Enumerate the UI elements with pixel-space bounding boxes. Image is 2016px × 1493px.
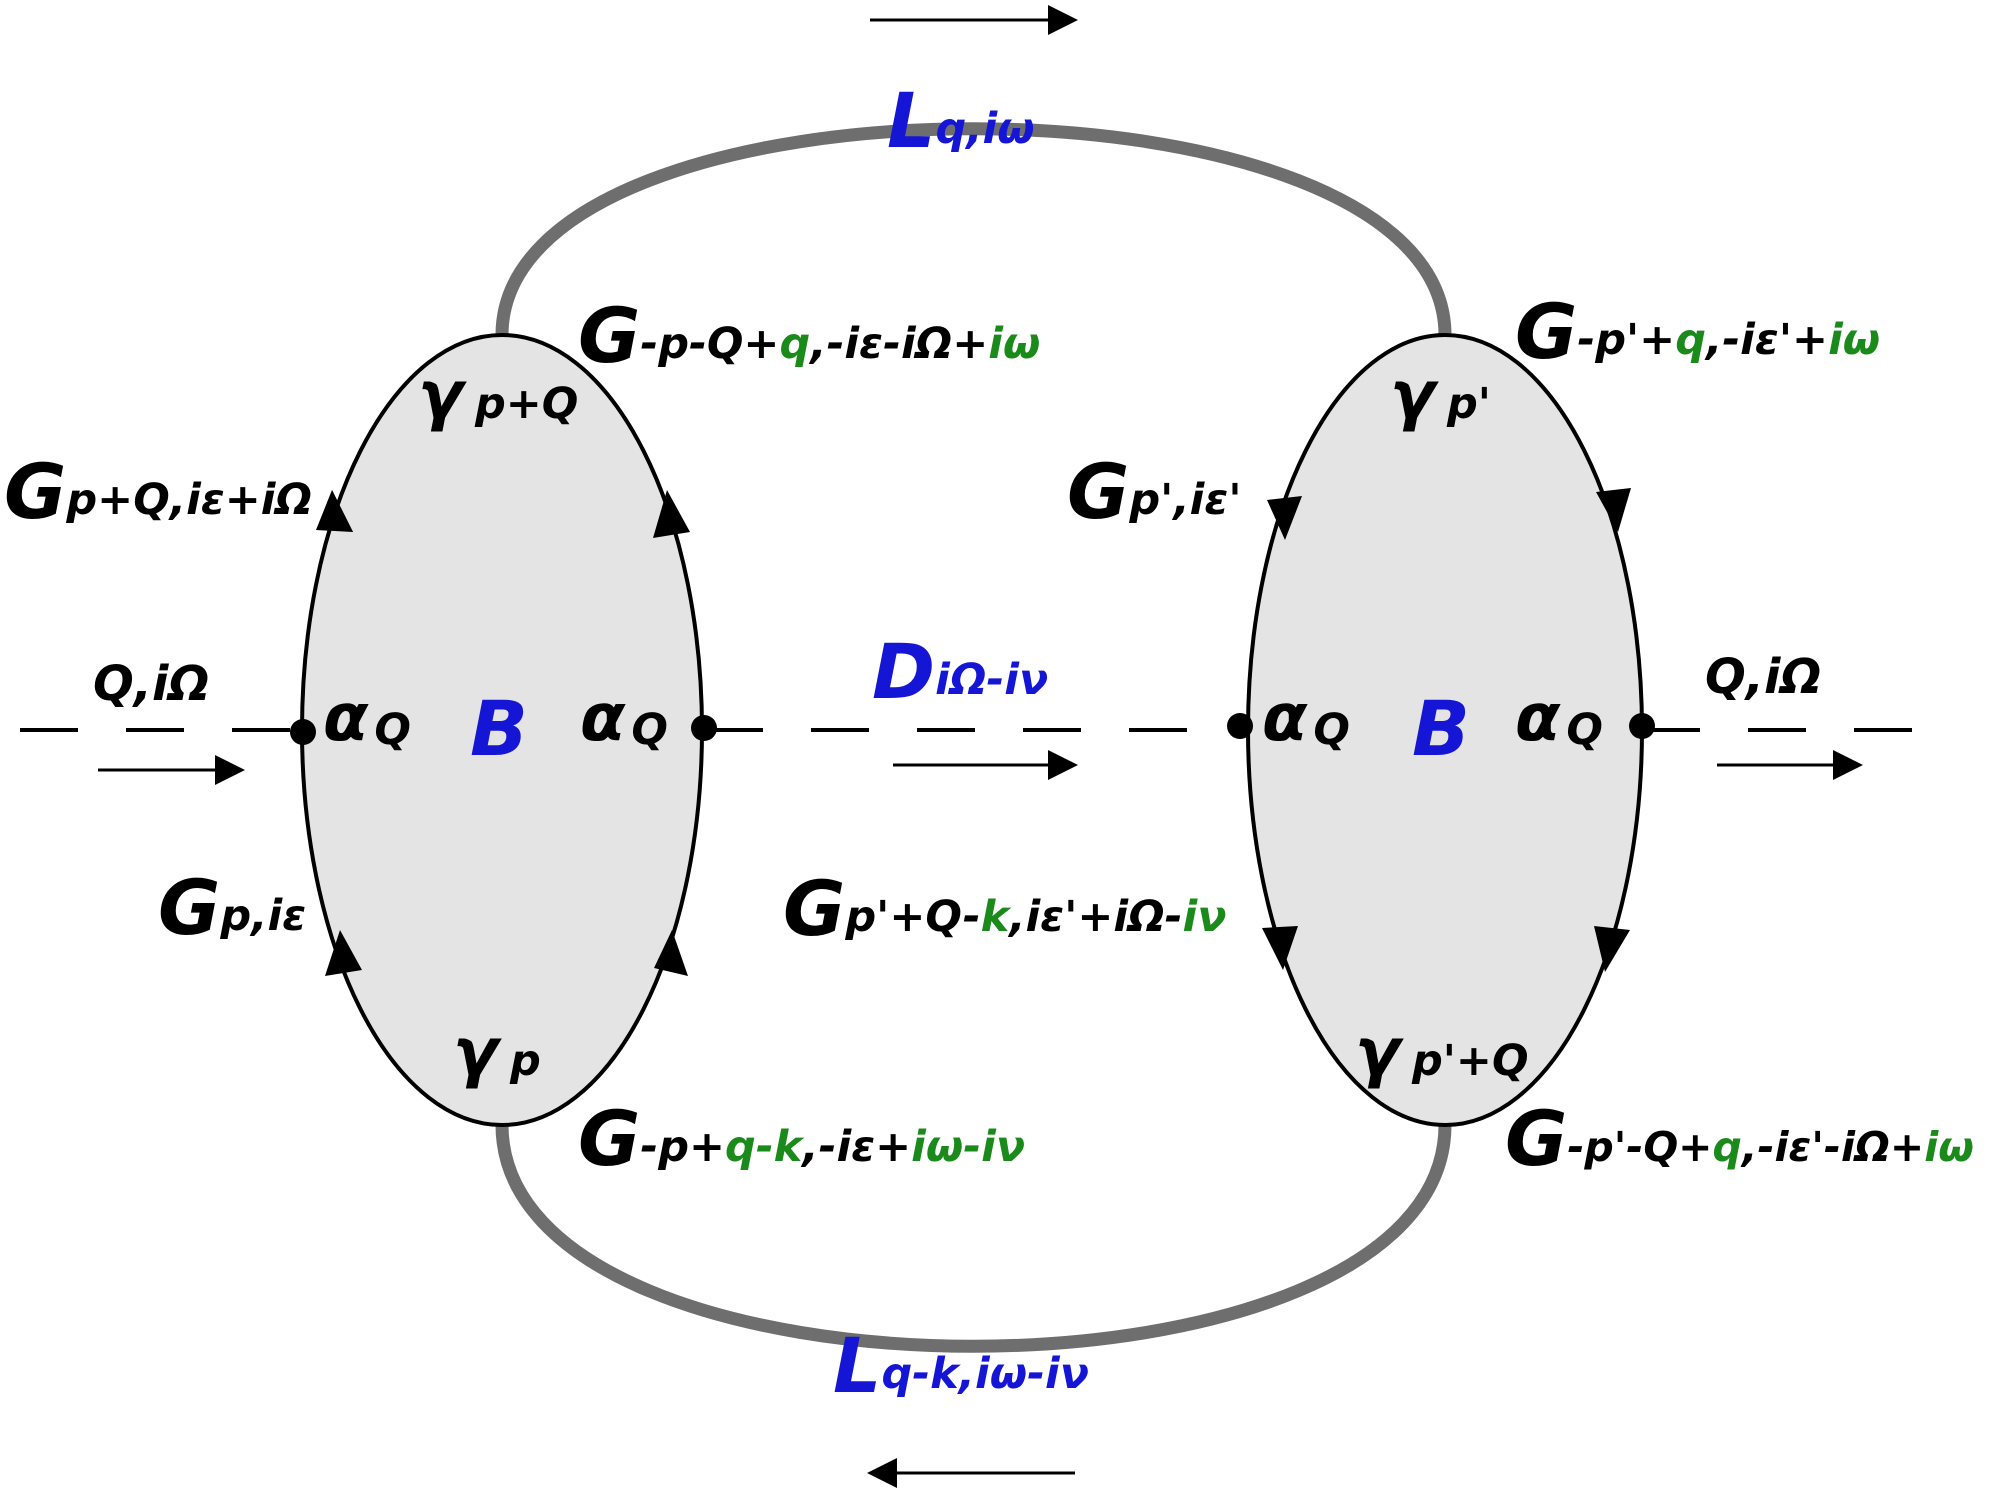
label-G-top-left: G-p-Q+q,-iε-iΩ+iω	[578, 291, 1040, 380]
label-external-in: Q,iΩ	[93, 656, 209, 712]
label-B-left: B	[470, 684, 528, 773]
label-G-bottom-right: G-p'-Q+q,-iε'-iΩ+iω	[1505, 1094, 1974, 1183]
label-G-p-prime-Q-k: Gp'+Q-k,iε'+iΩ-iν	[783, 864, 1227, 953]
label-G-p-plus-Q: Gp+Q,iε+iΩ	[4, 447, 312, 536]
vertex-dot	[290, 719, 316, 745]
label-G-top-right: G-p'+q,-iε'+iω	[1515, 287, 1880, 376]
label-G-bottom-left: G-p+q-k,-iε+iω-iν	[578, 1094, 1025, 1183]
label-G-p: Gp,iε	[158, 863, 306, 952]
label-external-out: Q,iΩ	[1705, 649, 1821, 705]
label-D-middle: DiΩ-iν	[872, 627, 1048, 716]
label-G-p-prime: Gp',iε'	[1067, 447, 1242, 536]
vertex-dot	[1227, 713, 1253, 739]
vertex-dot	[1629, 713, 1655, 739]
boson-line-top	[502, 129, 1445, 335]
vertex-dot	[691, 715, 717, 741]
label-L-top: Lq,iω	[887, 76, 1035, 165]
label-B-right: B	[1412, 684, 1470, 773]
label-L-bottom: Lq-k,iω-iν	[833, 1321, 1089, 1410]
